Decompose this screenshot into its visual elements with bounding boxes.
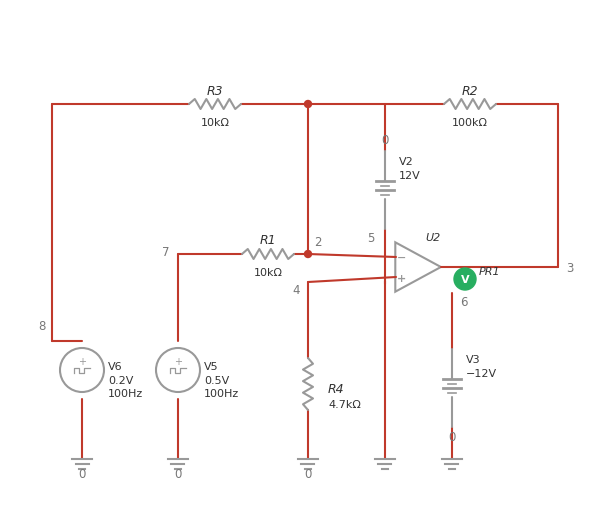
Text: R1: R1 [259, 234, 276, 247]
Text: 0: 0 [304, 468, 312, 480]
Text: +: + [78, 356, 86, 366]
Text: 100Hz: 100Hz [204, 388, 239, 398]
Text: −12V: −12V [466, 369, 497, 378]
Text: V5: V5 [204, 361, 219, 371]
Text: V: V [460, 274, 470, 285]
Text: +: + [396, 273, 406, 283]
Text: V3: V3 [466, 354, 481, 364]
Text: R2: R2 [462, 84, 478, 97]
Text: 0.2V: 0.2V [108, 375, 133, 385]
Text: R4: R4 [328, 383, 345, 395]
Text: V2: V2 [399, 157, 414, 166]
Text: 4.7kΩ: 4.7kΩ [328, 399, 361, 409]
Text: 10kΩ: 10kΩ [253, 267, 283, 277]
Text: −: − [396, 252, 406, 262]
Text: 4: 4 [292, 284, 300, 297]
Text: 0.5V: 0.5V [204, 375, 229, 385]
Text: 100kΩ: 100kΩ [452, 118, 488, 128]
Circle shape [304, 101, 311, 108]
Circle shape [304, 251, 311, 258]
Text: PR1: PR1 [479, 267, 501, 276]
Text: 3: 3 [566, 261, 574, 274]
Text: 0: 0 [174, 468, 181, 480]
Text: U2: U2 [425, 232, 440, 242]
Text: 0: 0 [381, 133, 389, 146]
Text: 7: 7 [162, 246, 170, 259]
Text: V6: V6 [108, 361, 122, 371]
Text: +: + [174, 356, 182, 366]
Text: 0: 0 [79, 468, 86, 480]
Circle shape [454, 268, 476, 291]
Text: 2: 2 [314, 236, 322, 249]
Text: 100Hz: 100Hz [108, 388, 143, 398]
Text: 0: 0 [448, 431, 456, 444]
Text: 12V: 12V [399, 171, 421, 181]
Text: 5: 5 [367, 231, 375, 244]
Text: 8: 8 [38, 320, 46, 333]
Text: 6: 6 [460, 296, 468, 308]
Text: 10kΩ: 10kΩ [200, 118, 230, 128]
Text: R3: R3 [206, 84, 224, 97]
